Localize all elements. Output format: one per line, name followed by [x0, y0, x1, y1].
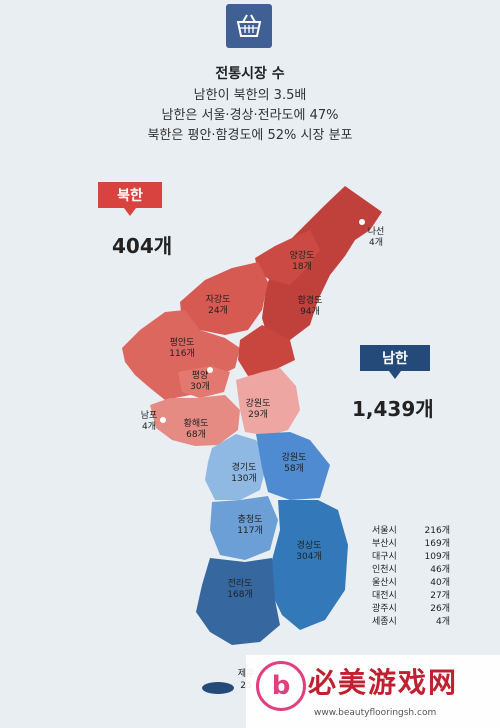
nampo-count: 4개: [142, 421, 156, 432]
pyeongan-count: 116개: [169, 348, 194, 359]
region-jeju: [202, 682, 234, 694]
list-item: 광주시 26개: [372, 603, 450, 616]
region-gangwon-north: [236, 368, 300, 436]
region-hamnam-south: [238, 325, 295, 376]
subtitle-line-1: 남한이 북한의 3.5배: [193, 88, 307, 103]
city-name: 인천시: [372, 565, 397, 575]
yanggang-count: 18개: [292, 261, 312, 272]
gyeongsang-name: 경상도: [297, 539, 322, 551]
north-badge: 북한: [98, 182, 162, 216]
region-gyeonggi: [205, 434, 268, 500]
city-name: 부산시: [372, 539, 397, 549]
watermark: b 必美游戏网 www.beautyflooringsh.com: [246, 655, 500, 728]
city-name: 대구시: [372, 552, 397, 562]
naseon-name: 나선: [368, 226, 385, 237]
list-item: 대구시 109개: [372, 551, 450, 564]
region-hamgyeong: [262, 186, 382, 345]
gyeongsang-count: 304개: [296, 551, 321, 562]
jeolla-count: 168개: [227, 589, 252, 600]
gangwon-south-name: 강원도: [282, 452, 307, 463]
jeolla-name: 전라도: [228, 578, 253, 589]
city-count: 27개: [430, 591, 450, 601]
city-list: 서울시 216개 부산시 169개 대구시 109개 인천시 46개 울산시 40개 대전…: [372, 525, 450, 629]
region-gangwon-south: [256, 432, 330, 500]
south-total: 1,439개: [352, 397, 434, 421]
city-name: 광주시: [372, 604, 397, 614]
chungcheong-name: 충청도: [238, 514, 263, 525]
gangwon-north-name: 강원도: [246, 398, 271, 409]
subtitle-line-2: 남한은 서울·경상·전라도에 47%: [161, 108, 339, 123]
hwanghae-name: 황해도: [184, 418, 209, 429]
region-pyeongyang: [178, 366, 230, 398]
subtitle-line-3: 북한은 평안·함경도에 52% 시장 분포: [147, 128, 353, 143]
hwanghae-count: 68개: [186, 429, 206, 440]
jagang-name: 자강도: [206, 294, 231, 305]
gyeonggi-count: 130개: [231, 473, 256, 484]
watermark-text: 必美游戏网: [308, 666, 459, 699]
hamgyeong-name: 함경도: [298, 294, 323, 306]
gangwon-south-count: 58개: [284, 463, 304, 474]
watermark-logo-icon: b: [256, 661, 306, 711]
city-count: 26개: [430, 604, 450, 614]
city-count: 169개: [424, 539, 450, 549]
region-yanggang: [255, 230, 320, 285]
list-item: 부산시 169개: [372, 538, 450, 551]
city-count: 46개: [430, 565, 450, 575]
gyeonggi-name: 경기도: [232, 461, 257, 473]
chungcheong-count: 117개: [237, 525, 262, 536]
city-count: 40개: [430, 578, 450, 588]
region-gyeongsang: [270, 500, 348, 630]
region-jagang: [180, 262, 268, 335]
city-name: 서울시: [372, 526, 397, 536]
list-item: 서울시 216개: [372, 525, 450, 538]
north-total: 404개: [112, 234, 173, 258]
yanggang-name: 양강도: [290, 250, 315, 261]
city-count: 216개: [424, 526, 450, 536]
hamgyeong-count: 94개: [300, 306, 320, 317]
gangwon-north-count: 29개: [248, 409, 268, 420]
region-jeolla: [196, 558, 280, 645]
pyeongyang-marker: [207, 367, 213, 373]
south-badge: 남한: [360, 345, 430, 379]
city-name: 세종시: [372, 617, 397, 627]
city-count: 4개: [435, 617, 450, 627]
pyeongyang-count: 30개: [190, 381, 210, 392]
city-name: 울산시: [372, 578, 397, 588]
naseon-count: 4개: [369, 237, 383, 248]
pyeongan-name: 평안도: [170, 337, 195, 348]
list-item: 대전시 27개: [372, 590, 450, 603]
region-hwanghae: [150, 395, 240, 446]
basket-icon: [226, 4, 272, 48]
list-item: 울산시 40개: [372, 577, 450, 590]
city-name: 대전시: [372, 591, 397, 601]
naseon-marker: [359, 219, 365, 225]
nampo-marker: [160, 417, 166, 423]
list-item: 세종시 4개: [372, 616, 450, 629]
jagang-count: 24개: [208, 305, 228, 316]
watermark-url: www.beautyflooringsh.com: [314, 708, 437, 718]
nampo-name: 남포: [141, 410, 158, 421]
city-count: 109개: [424, 552, 450, 562]
list-item: 인천시 46개: [372, 564, 450, 577]
region-chungcheong: [210, 496, 278, 560]
page-title: 전통시장 수: [215, 66, 285, 82]
pyeongyang-name: 평양: [192, 370, 209, 381]
